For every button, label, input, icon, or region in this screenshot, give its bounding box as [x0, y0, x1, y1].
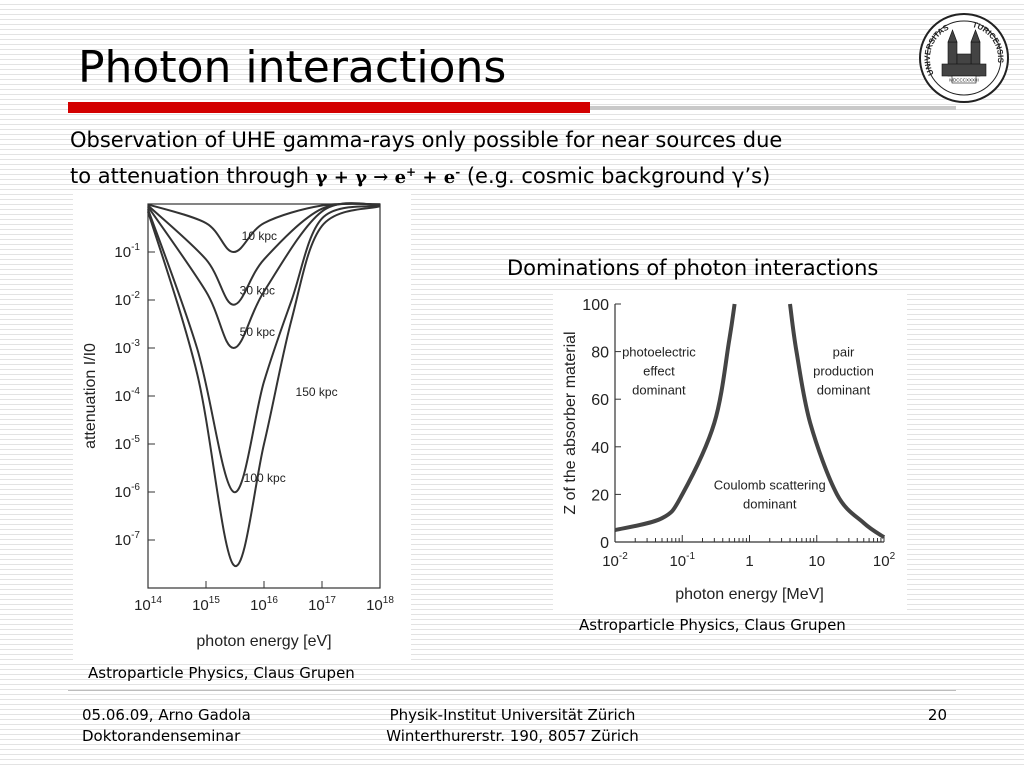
y-tick-label: 0 [600, 535, 609, 552]
page-number: 20 [927, 706, 947, 724]
region-label: photoelectric [622, 344, 696, 359]
footer-institute: Physik-Institut Universität Zürich Winte… [360, 705, 665, 747]
y-tick-label: 10-2 [114, 290, 140, 309]
region-label: effect [643, 363, 675, 378]
series-label: 50 kpc [240, 325, 275, 339]
series-line [147, 205, 381, 568]
intro-line-2-prefix: to attenuation through [70, 164, 316, 188]
seal-text-bottom: MDCCCXXXIII [949, 78, 979, 83]
plot-frame [147, 203, 381, 589]
x-tick-label: 1016 [250, 595, 278, 614]
y-tick-label: 20 [591, 487, 609, 504]
figure-caption-right: Astroparticle Physics, Claus Grupen [579, 616, 846, 634]
series-line [147, 202, 381, 350]
y-axis-label: Z of the absorber material [562, 331, 579, 514]
footer-divider [68, 690, 956, 691]
y-tick-label: 40 [591, 440, 609, 457]
y-tick-label: 60 [591, 392, 609, 409]
intro-line-2-suffix: (e.g. cosmic background γ’s) [460, 164, 771, 188]
slide-title: Photon interactions [78, 42, 507, 93]
title-underline-gray [590, 106, 956, 110]
x-tick-label: 1018 [366, 595, 394, 614]
x-tick-label: 10 [808, 553, 825, 570]
series-line [147, 202, 381, 254]
x-axis-label: photon energy [MeV] [675, 586, 824, 603]
boundary-line [614, 303, 737, 533]
photon-domination-chart: 0 20 40 60 80 100 10-2 10-1 1 10 102 photoelectric e… [553, 290, 907, 610]
series-line [147, 204, 381, 494]
title-underline-accent [68, 102, 590, 113]
region-label: dominant [743, 497, 797, 512]
footer-institute-name: Physik-Institut Universität Zürich [389, 706, 636, 724]
figure-caption-left: Astroparticle Physics, Claus Grupen [88, 664, 355, 682]
series-line [147, 202, 381, 306]
region-label: Coulomb scattering [714, 478, 826, 493]
x-tick-label: 102 [873, 551, 896, 570]
x-tick-label: 1014 [134, 595, 162, 614]
x-tick-label: 1017 [308, 595, 336, 614]
y-tick-label: 10-5 [114, 434, 140, 453]
x-tick-label: 1 [745, 553, 753, 570]
footer-event: Doktorandenseminar [82, 727, 241, 745]
series-label: 10 kpc [242, 229, 277, 243]
region-label: dominant [632, 382, 686, 397]
intro-line-2: to attenuation through γ + γ → e+ + e- (… [70, 156, 970, 194]
boundary-line [788, 303, 886, 539]
y-tick-label: 10-3 [114, 338, 140, 357]
y-tick-label: 10-6 [114, 482, 140, 501]
y-tick-label: 10-4 [114, 386, 140, 405]
pair-production-equation: γ + γ → e+ + e- [315, 165, 461, 188]
footer-left: 05.06.09, Arno Gadola Doktorandenseminar [82, 705, 251, 747]
x-tick-label: 10-2 [602, 551, 628, 570]
y-axis-label: attenuation I/I0 [82, 343, 99, 449]
intro-line-1: Observation of UHE gamma-rays only possi… [70, 128, 783, 152]
x-axis-label: photon energy [eV] [196, 633, 331, 650]
region-label: pair [833, 344, 855, 359]
series-label: 30 kpc [240, 284, 275, 298]
footer-institute-address: Winterthurerstr. 190, 8057 Zürich [386, 727, 639, 745]
section-subtitle: Dominations of photon interactions [507, 256, 879, 280]
y-tick-label: 10-1 [114, 242, 140, 261]
x-tick-label: 1015 [192, 595, 220, 614]
footer-date-author: 05.06.09, Arno Gadola [82, 706, 251, 724]
region-label: production [813, 363, 874, 378]
y-tick-label: 100 [582, 297, 609, 314]
y-tick-label: 80 [591, 345, 609, 362]
attenuation-chart: 1014 1015 1016 1017 1018 10-1 10-2 10-3 10-4 10-5… [73, 191, 411, 660]
intro-text: Observation of UHE gamma-rays only possi… [70, 124, 970, 194]
region-label: dominant [817, 382, 871, 397]
university-seal-icon: UNIVERSITAS TURICENSIS MDCCCXXXIII [918, 12, 1010, 104]
series-label: 100 kpc [244, 471, 286, 485]
x-tick-label: 10-1 [669, 551, 695, 570]
series-label: 150 kpc [296, 385, 338, 399]
y-tick-label: 10-7 [114, 530, 140, 549]
